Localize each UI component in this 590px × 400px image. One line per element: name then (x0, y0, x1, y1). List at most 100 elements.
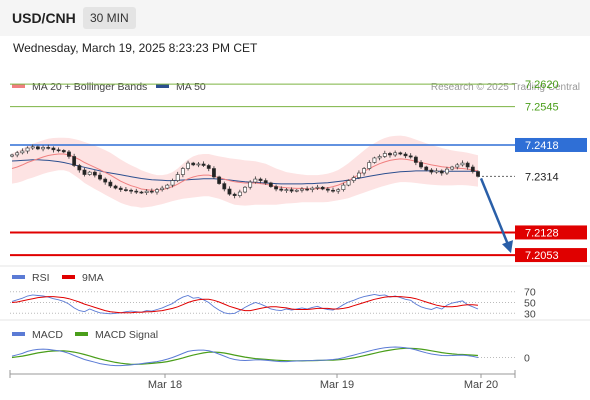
candle-body (217, 176, 222, 184)
candle (434, 168, 439, 174)
candle-body (310, 187, 315, 190)
candle-body (139, 191, 144, 194)
candle-body (294, 189, 299, 192)
candle-body (367, 162, 372, 169)
candle-body (268, 182, 273, 187)
ma20-line (11, 153, 479, 191)
candle (336, 188, 341, 194)
candle-body (186, 162, 190, 169)
candle-body (346, 180, 351, 186)
candle-body (243, 186, 247, 193)
candle-body (450, 166, 455, 170)
candle-body (82, 169, 87, 175)
candle (476, 170, 480, 178)
credit-text: Research © 2025 Trading Central (431, 82, 580, 93)
candle (175, 171, 180, 183)
candle (149, 188, 154, 194)
timeframe-button[interactable]: 30 MIN (83, 7, 136, 29)
candle-body (160, 187, 165, 190)
candle-body (72, 156, 77, 166)
candle-body (113, 185, 118, 189)
candle (403, 152, 408, 159)
candle (320, 186, 325, 191)
candle-body (15, 152, 20, 156)
candle-body (351, 177, 356, 181)
macd-legend-swatch (12, 332, 25, 336)
legend-swatch (12, 84, 25, 88)
candle-body (357, 172, 361, 178)
rsi-tick-label: 70 (524, 287, 536, 299)
level-label-box (515, 248, 587, 263)
candle-body (165, 184, 170, 189)
candle (180, 166, 185, 178)
last-price-label: 7.2314 (525, 171, 559, 183)
candle (310, 186, 315, 193)
candle-body (30, 146, 35, 149)
legend-label: MA 50 (176, 81, 206, 93)
ma50-line (11, 159, 478, 185)
candle (258, 177, 263, 184)
candle-body (315, 186, 320, 189)
candle (263, 178, 268, 185)
candle-body (124, 189, 128, 191)
candle (87, 170, 92, 176)
candle (325, 187, 330, 193)
forecast-arrow-head (502, 240, 513, 254)
candle-body (170, 180, 175, 186)
level-label-box (515, 225, 587, 240)
candle-body (212, 168, 216, 178)
candle (46, 144, 51, 150)
level-label: 7.2545 (525, 102, 559, 114)
candle (51, 146, 56, 153)
candle (212, 166, 216, 179)
chart-datetime: Wednesday, March 19, 2025 8:23:23 PM CET (13, 41, 258, 55)
candle-body (87, 171, 92, 175)
candle (124, 186, 128, 192)
candle (165, 183, 170, 190)
level-label: 7.2053 (525, 250, 559, 262)
candle (191, 161, 196, 167)
candle-body (398, 152, 403, 155)
candle (222, 181, 227, 192)
candle-body (325, 188, 330, 191)
candle-body (377, 156, 382, 159)
candle (450, 165, 455, 171)
candle (20, 148, 25, 155)
candle (470, 164, 475, 174)
candle (56, 147, 61, 153)
candle (72, 153, 77, 168)
candle (82, 167, 87, 177)
candle-body (434, 170, 439, 173)
candle (388, 151, 392, 158)
candle (98, 172, 102, 181)
candle (341, 182, 346, 192)
candle (206, 163, 211, 172)
candle-body (67, 151, 71, 157)
candle-body (134, 190, 139, 193)
candle (243, 186, 247, 194)
candle (362, 166, 366, 176)
candle (346, 179, 351, 187)
candle-body (413, 156, 418, 163)
candle (10, 153, 14, 158)
candle-body (445, 168, 449, 174)
candle-body (289, 189, 294, 192)
candle-body (51, 147, 56, 151)
candle-body (284, 189, 289, 191)
level-label-box (515, 137, 587, 152)
candle-body (465, 162, 470, 168)
candle-body (439, 170, 444, 174)
rsi-tick-label: 50 (524, 298, 536, 310)
rsi-tick-label: 30 (524, 308, 536, 320)
macd-legend-label: MACD (32, 329, 63, 341)
level-label: 7.2128 (525, 227, 559, 239)
level-label: 7.2418 (525, 140, 559, 152)
candle-body (77, 165, 82, 171)
candle-body (253, 178, 258, 183)
candle-body (98, 174, 102, 180)
candle (41, 145, 45, 152)
candle-body (118, 187, 123, 190)
candle-body (279, 188, 284, 191)
candle (445, 166, 449, 175)
candle-body (201, 163, 206, 166)
